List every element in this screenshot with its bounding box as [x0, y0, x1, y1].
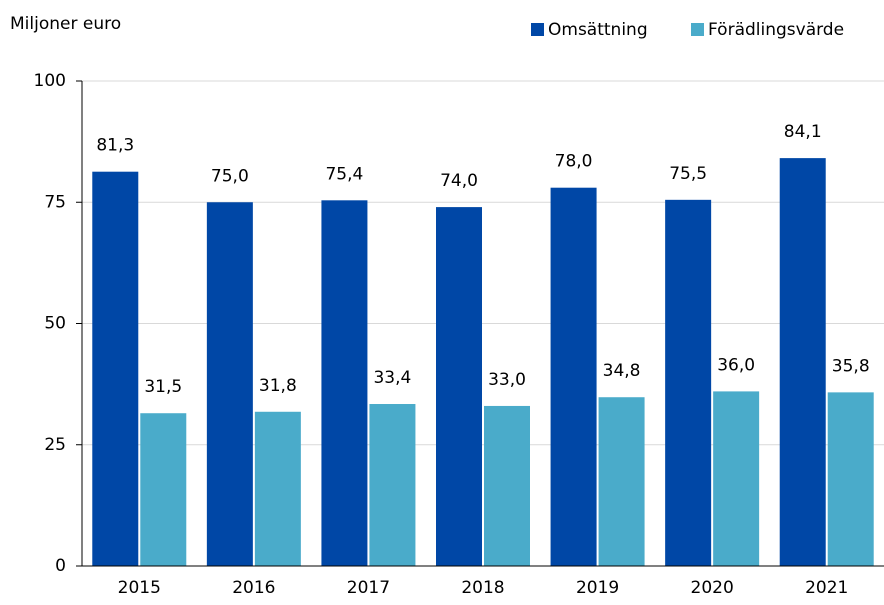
legend-label: Förädlingsvärde [708, 20, 844, 40]
value-label: 33,0 [488, 370, 526, 390]
value-label: 84,1 [784, 122, 822, 142]
bar [254, 411, 301, 566]
bar [369, 404, 416, 566]
y-tick-label: 75 [44, 192, 66, 212]
value-label: 31,5 [144, 377, 182, 397]
bar [713, 391, 760, 566]
x-tick-label: 2015 [118, 578, 161, 598]
bar [484, 405, 530, 566]
bar [321, 200, 368, 566]
bar [206, 202, 253, 566]
x-tick-label: 2016 [232, 578, 275, 598]
value-label: 36,0 [717, 355, 755, 375]
bar [827, 392, 874, 566]
bar [779, 158, 826, 567]
value-label: 34,8 [603, 361, 641, 381]
legend-label: Omsättning [548, 20, 648, 40]
value-label: 75,5 [669, 164, 707, 184]
x-tick-label: 2019 [576, 578, 619, 598]
bar [436, 207, 482, 566]
bar [598, 397, 645, 566]
value-label: 78,0 [555, 152, 593, 172]
y-axis-label: Miljoner euro [10, 14, 121, 34]
y-tick-label: 100 [34, 71, 66, 91]
value-label: 81,3 [96, 136, 134, 156]
x-tick-label: 2020 [691, 578, 734, 598]
value-label: 75,4 [325, 164, 363, 184]
x-tick-label: 2018 [461, 578, 504, 598]
bar [92, 171, 139, 566]
legend-swatch [531, 23, 544, 36]
value-label: 31,8 [259, 376, 297, 396]
bar [140, 413, 187, 566]
value-label: 35,8 [832, 356, 870, 376]
x-tick-label: 2017 [347, 578, 390, 598]
bar [550, 187, 597, 566]
y-tick-label: 25 [44, 435, 66, 455]
x-tick-label: 2021 [805, 578, 848, 598]
value-label: 74,0 [440, 171, 478, 191]
value-label: 33,4 [373, 368, 411, 388]
value-label: 75,0 [211, 166, 249, 186]
legend-swatch [691, 23, 704, 36]
bar [665, 199, 712, 566]
y-tick-label: 50 [44, 314, 66, 334]
y-tick-label: 0 [55, 556, 66, 576]
